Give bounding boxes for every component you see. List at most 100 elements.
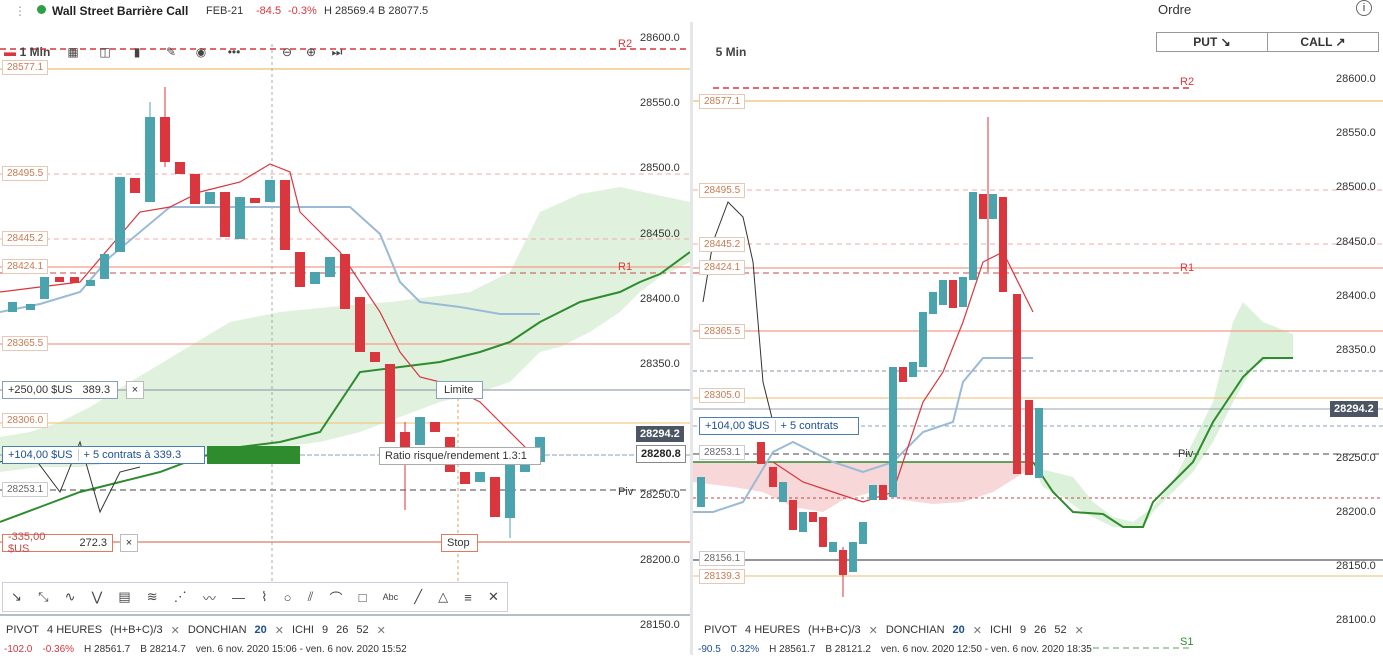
status-range: ven. 6 nov. 2020 12:50 - ven. 6 nov. 202… bbox=[880, 643, 1092, 655]
close-icon[interactable]: ✕ bbox=[972, 624, 982, 637]
change-value: -84.5 bbox=[256, 5, 282, 17]
zoom-in-icon[interactable]: ⊕ bbox=[305, 45, 317, 59]
line-icon[interactable]: ╱ bbox=[414, 589, 423, 604]
pivot-indicator[interactable]: PIVOT bbox=[704, 624, 738, 636]
limit-order-box[interactable]: +250,00 $US 389.3 bbox=[2, 381, 118, 399]
level-label: 28253.1 bbox=[2, 482, 49, 497]
elliott-icon[interactable]: 〰 bbox=[202, 590, 216, 606]
left-chart-panel[interactable] bbox=[0, 22, 690, 655]
ichi-a: 9 bbox=[1019, 624, 1027, 636]
right-axis-label: 28100.0 bbox=[1336, 614, 1376, 626]
left-candles bbox=[8, 87, 545, 538]
level-label: 28156.1 bbox=[699, 551, 746, 566]
close-icon[interactable]: ✕ bbox=[1074, 624, 1084, 637]
close-icon[interactable]: ✕ bbox=[274, 624, 284, 637]
order-pnl: +250,00 $US bbox=[8, 384, 73, 396]
right-chart-panel[interactable] bbox=[693, 22, 1383, 655]
ichi-b: 26 bbox=[1034, 624, 1047, 636]
channel-icon[interactable]: ⫽ bbox=[307, 589, 314, 604]
ray-icon[interactable]: ⤡ bbox=[38, 589, 49, 604]
triangle-icon[interactable]: △ bbox=[438, 589, 449, 604]
ichimoku-cloud bbox=[0, 187, 690, 472]
fan-icon[interactable]: ⋰ bbox=[173, 589, 187, 604]
position-box[interactable]: +104,00 $US + 5 contrats à 339.3 bbox=[2, 446, 205, 464]
zigzag-icon[interactable]: ⋁ bbox=[91, 589, 103, 604]
text-icon[interactable]: Abc bbox=[382, 592, 399, 602]
ichi-indicator[interactable]: ICHI bbox=[291, 624, 314, 636]
wave-icon[interactable]: ∿ bbox=[64, 589, 76, 604]
donchian-indicator[interactable]: DONCHIAN bbox=[187, 624, 247, 636]
left-timeframe[interactable]: 1 Min bbox=[19, 45, 51, 59]
left-axis-label: 28500.0 bbox=[640, 162, 680, 174]
level-label: 28424.1 bbox=[2, 259, 49, 274]
position-pnl: +104,00 $US bbox=[3, 449, 79, 461]
right-chart-canvas[interactable] bbox=[693, 22, 1383, 655]
call-button[interactable]: CALL ↗ bbox=[1267, 32, 1379, 52]
chart-menu-icon[interactable]: ▬ bbox=[4, 45, 16, 59]
info-icon[interactable]: i bbox=[1356, 0, 1372, 16]
panel-divider[interactable] bbox=[690, 22, 693, 655]
status-pct: 0.32% bbox=[730, 643, 760, 655]
position-contracts: + 5 contrats bbox=[780, 420, 839, 432]
level-label: 28577.1 bbox=[2, 60, 49, 75]
chart-type-icon[interactable]: ▮ bbox=[133, 45, 141, 59]
last-price-tag: 28294.2 bbox=[1330, 401, 1378, 417]
order-drag-handle[interactable] bbox=[207, 446, 300, 464]
close-icon[interactable]: ✕ bbox=[170, 624, 180, 637]
scroll-end-icon[interactable]: ⏭ bbox=[331, 44, 343, 59]
pivot-formula: (H+B+C)/3 bbox=[808, 624, 861, 636]
donchian-indicator[interactable]: DONCHIAN bbox=[885, 624, 945, 636]
eye-icon[interactable]: ◉ bbox=[195, 45, 207, 59]
calendar-icon[interactable]: ▦ bbox=[67, 45, 79, 59]
ruler-icon[interactable]: ⌇ bbox=[261, 589, 268, 604]
curve-icon[interactable]: ⌒ bbox=[329, 590, 343, 606]
status-high: H 28561.7 bbox=[84, 643, 131, 655]
status-change: -90.5 bbox=[698, 643, 721, 655]
pattern-icon[interactable]: ▤ bbox=[118, 589, 131, 604]
clear-icon[interactable]: ≡ bbox=[464, 589, 472, 605]
level-label: 28495.5 bbox=[2, 166, 49, 181]
left-axis-label: 28550.0 bbox=[640, 97, 680, 109]
close-icon[interactable]: × bbox=[120, 534, 138, 552]
fib-icon[interactable]: ≋ bbox=[146, 589, 158, 604]
circle-icon[interactable]: ○ bbox=[283, 589, 292, 605]
close-icon[interactable]: ✕ bbox=[376, 624, 386, 637]
pivot-indicator[interactable]: PIVOT bbox=[6, 624, 40, 636]
hline-icon[interactable]: — bbox=[232, 589, 246, 605]
right-axis-label: 28500.0 bbox=[1336, 181, 1376, 193]
donchian-period: 20 bbox=[254, 624, 267, 636]
stop-order-box[interactable]: -335,00 $US 272.3 bbox=[2, 531, 113, 555]
order-price: 389.3 bbox=[82, 384, 111, 396]
right-status-bar: -90.5 0.32% H 28561.7 B 28121.2 ven. 6 n… bbox=[698, 640, 1092, 658]
left-axis-label: 28200.0 bbox=[640, 554, 680, 566]
level-label: 28139.3 bbox=[699, 569, 746, 584]
change-pct: -0.3% bbox=[288, 5, 317, 17]
close-icon[interactable]: ✕ bbox=[868, 624, 878, 637]
right-timeframe[interactable]: 5 Min bbox=[715, 45, 747, 59]
collapse-icon[interactable]: ⋮ bbox=[14, 4, 26, 18]
r2-label: R2 bbox=[618, 38, 633, 50]
level-label: 28495.5 bbox=[699, 183, 746, 198]
ichi-c: 52 bbox=[356, 624, 369, 636]
layout-icon[interactable]: ◫ bbox=[99, 45, 111, 59]
more-icon[interactable]: ••• bbox=[227, 45, 241, 59]
ichi-indicator[interactable]: ICHI bbox=[989, 624, 1012, 636]
position-box[interactable]: +104,00 $US + 5 contrats bbox=[699, 417, 859, 435]
limit-button[interactable]: Limite bbox=[436, 381, 483, 399]
put-button[interactable]: PUT ↘ bbox=[1156, 32, 1268, 52]
zoom-out-icon[interactable]: ⊖ bbox=[281, 45, 293, 59]
trendline-icon[interactable]: ↘ bbox=[11, 589, 22, 604]
ichi-c: 52 bbox=[1054, 624, 1067, 636]
close-icon[interactable]: × bbox=[126, 381, 144, 399]
rectangle-icon[interactable]: □ bbox=[358, 589, 367, 605]
status-low: B 28214.7 bbox=[140, 643, 186, 655]
close-icon[interactable]: ✕ bbox=[487, 589, 499, 604]
left-axis-label: 28600.0 bbox=[640, 32, 680, 44]
status-pct: -0.36% bbox=[42, 643, 75, 655]
left-chart-canvas[interactable] bbox=[0, 22, 690, 655]
r1-label: R1 bbox=[1180, 262, 1195, 274]
level-label: 28365.5 bbox=[699, 324, 746, 339]
level-label: 28365.5 bbox=[2, 336, 49, 351]
draw-icon[interactable]: ✎ bbox=[165, 45, 177, 59]
stop-button[interactable]: Stop bbox=[441, 534, 478, 552]
